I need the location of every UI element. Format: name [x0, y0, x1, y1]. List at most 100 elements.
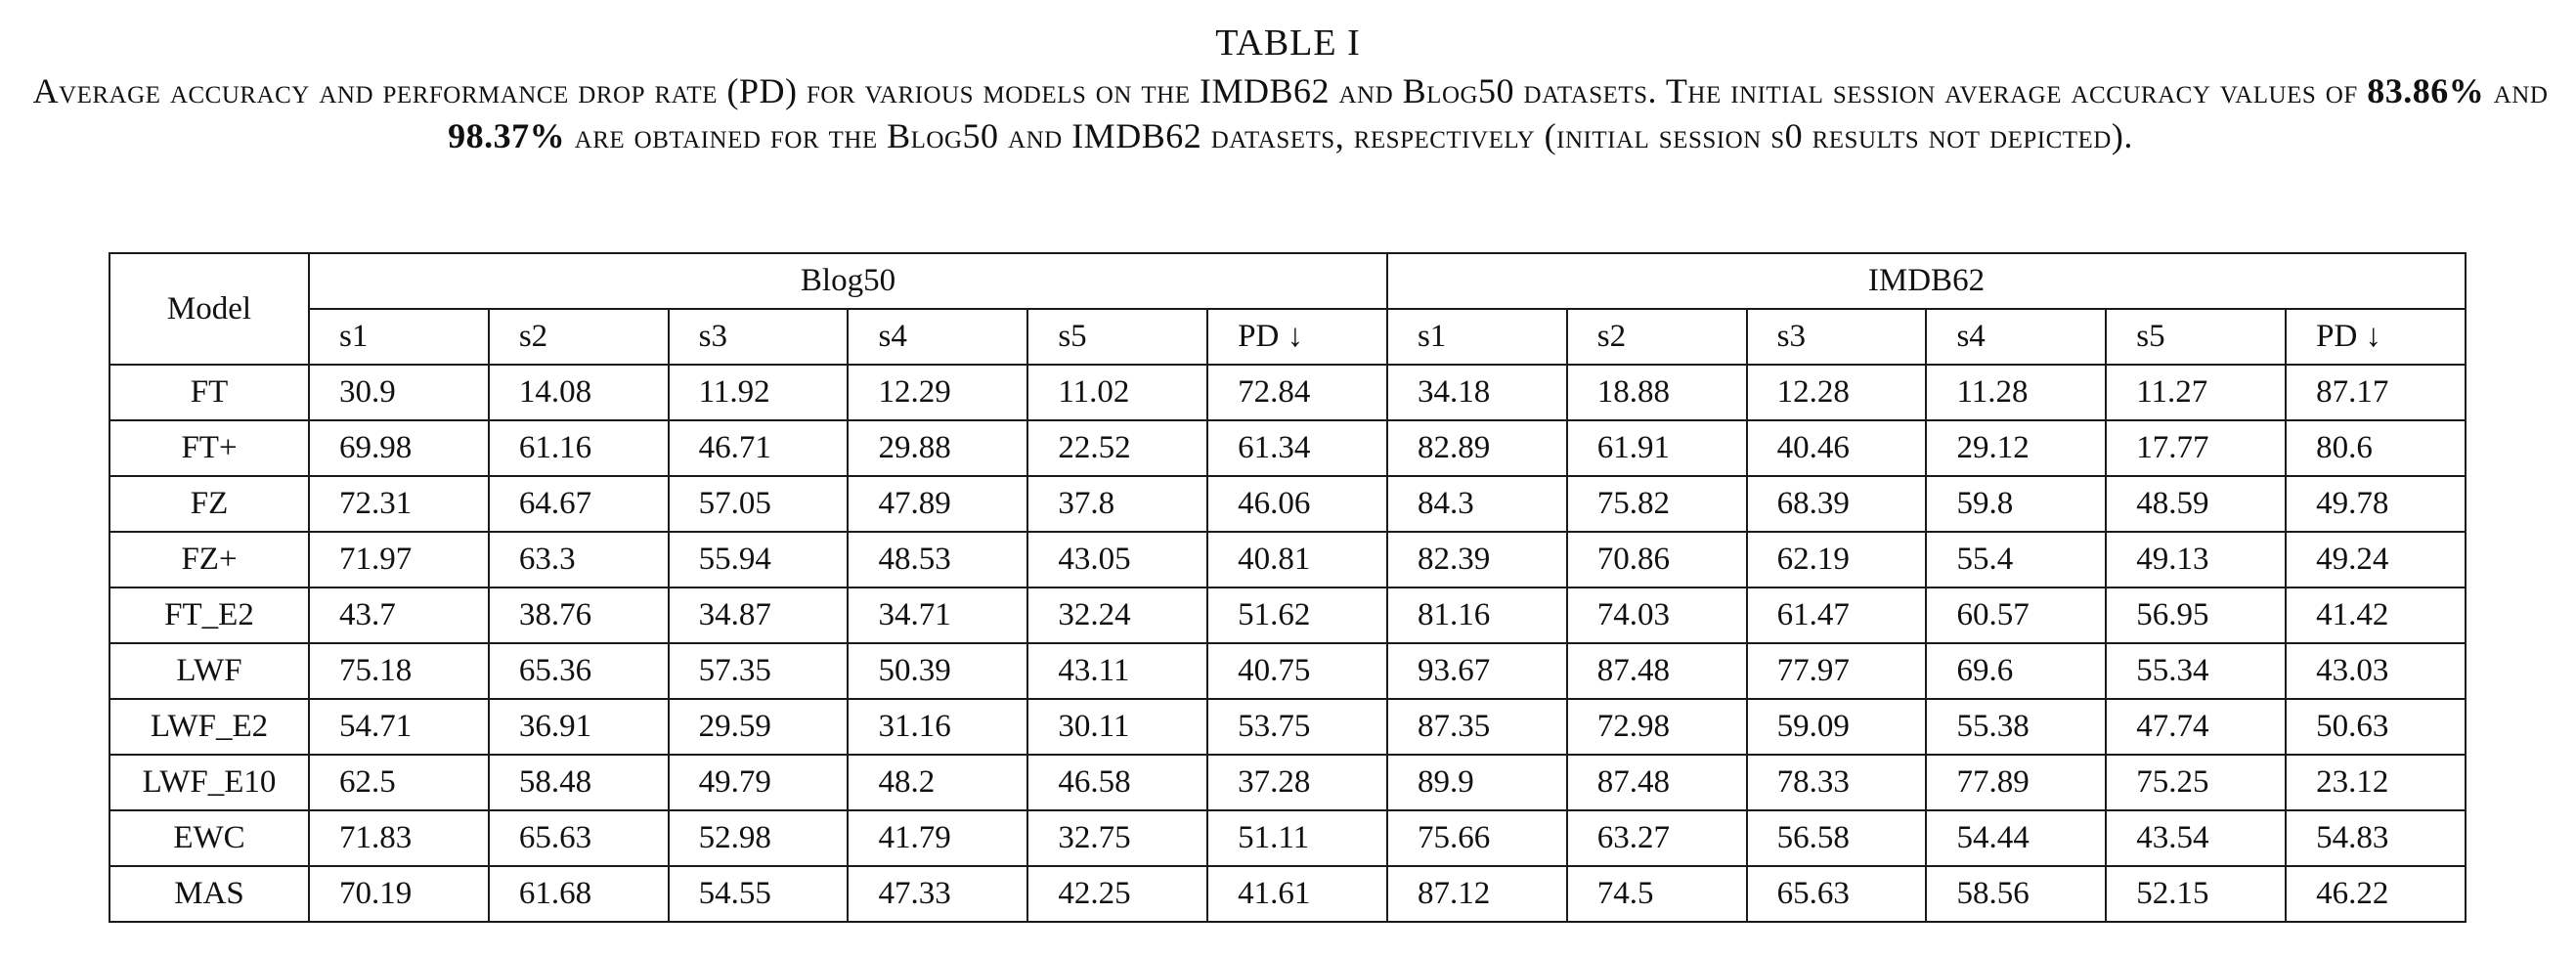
value-cell: 87.48: [1565, 754, 1748, 811]
value-cell: 41.42: [2285, 587, 2467, 644]
value-cell: 30.9: [308, 364, 490, 421]
value-cell: 81.16: [1385, 587, 1568, 644]
value-cell: 71.97: [308, 531, 490, 588]
value-cell: 82.39: [1385, 531, 1568, 588]
value-cell: 11.02: [1026, 364, 1209, 421]
header-row-sessions: s1 s2 s3 s4 s5 PD ↓ s1 s2 s3 s4 s5 PD ↓: [109, 308, 2467, 366]
value-cell: 14.08: [487, 364, 670, 421]
value-cell: 70.19: [308, 865, 490, 923]
value-cell: 34.71: [847, 587, 1029, 644]
model-name-cell: LWF: [109, 642, 310, 700]
value-cell: 18.88: [1565, 364, 1748, 421]
value-cell: 52.15: [2105, 865, 2288, 923]
value-cell: 55.38: [1925, 698, 2108, 756]
model-column-header: Model: [109, 252, 310, 366]
value-cell: 49.78: [2285, 475, 2467, 533]
value-cell: 30.11: [1026, 698, 1209, 756]
value-cell: 22.52: [1026, 419, 1209, 477]
value-cell: 93.67: [1385, 642, 1568, 700]
value-cell: 34.87: [667, 587, 850, 644]
value-cell: 54.83: [2285, 809, 2467, 867]
table-row: MAS 70.19 61.68 54.55 47.33 42.25 41.61 87.12 74…: [109, 865, 2467, 923]
value-cell: 74.03: [1565, 587, 1748, 644]
value-cell: 48.59: [2105, 475, 2288, 533]
session-column-header: s1: [308, 308, 490, 366]
table-row: LWF_E2 54.71 36.91 29.59 31.16 30.11 53.75 87.3…: [109, 698, 2467, 756]
value-cell: 41.79: [847, 809, 1029, 867]
session-column-header: s4: [1925, 308, 2108, 366]
value-cell: 62.19: [1745, 531, 1928, 588]
model-name-cell: MAS: [109, 865, 310, 923]
value-cell: 77.97: [1745, 642, 1928, 700]
table-row: LWF 75.18 65.36 57.35 50.39 43.11 40.75 93.67 87…: [109, 642, 2467, 700]
value-cell: 53.75: [1206, 698, 1388, 756]
session-column-header: s5: [2105, 308, 2288, 366]
value-cell: 37.28: [1206, 754, 1388, 811]
value-cell: 59.8: [1925, 475, 2108, 533]
value-cell: 11.92: [667, 364, 850, 421]
caption-text-2: and: [2484, 71, 2549, 110]
table-row: EWC 71.83 65.63 52.98 41.79 32.75 51.11 75.66 63…: [109, 809, 2467, 867]
caption-text-3: are obtained for the Blog50 and IMDB62 d…: [565, 116, 2133, 155]
value-cell: 65.36: [487, 642, 670, 700]
table-row: LWF_E10 62.5 58.48 49.79 48.2 46.58 37.28 89.9 8…: [109, 754, 2467, 811]
model-name-cell: FZ: [109, 475, 310, 533]
value-cell: 49.13: [2105, 531, 2288, 588]
value-cell: 47.89: [847, 475, 1029, 533]
value-cell: 51.11: [1206, 809, 1388, 867]
model-name-cell: FZ+: [109, 531, 310, 588]
group-header-blog50: Blog50: [308, 252, 1388, 310]
table-row: FZ 72.31 64.67 57.05 47.89 37.8 46.06 84.3 75.82…: [109, 475, 2467, 533]
value-cell: 42.25: [1026, 865, 1209, 923]
results-table: Model Blog50 IMDB62 s1 s2 s3 s4 s5 PD ↓ s1 s2 s3…: [109, 252, 2467, 923]
value-cell: 58.56: [1925, 865, 2108, 923]
value-cell: 40.46: [1745, 419, 1928, 477]
value-cell: 23.12: [2285, 754, 2467, 811]
value-cell: 54.55: [667, 865, 850, 923]
value-cell: 61.91: [1565, 419, 1748, 477]
value-cell: 17.77: [2105, 419, 2288, 477]
value-cell: 49.24: [2285, 531, 2467, 588]
value-cell: 89.9: [1385, 754, 1568, 811]
value-cell: 64.67: [487, 475, 670, 533]
table-row: FT_E2 43.7 38.76 34.87 34.71 32.24 51.62 81.16 7…: [109, 587, 2467, 644]
value-cell: 56.58: [1745, 809, 1928, 867]
value-cell: 61.47: [1745, 587, 1928, 644]
value-cell: 61.34: [1206, 419, 1388, 477]
value-cell: 11.27: [2105, 364, 2288, 421]
model-name-cell: FT: [109, 364, 310, 421]
value-cell: 52.98: [667, 809, 850, 867]
value-cell: 55.34: [2105, 642, 2288, 700]
value-cell: 87.17: [2285, 364, 2467, 421]
session-column-header: s1: [1385, 308, 1568, 366]
session-column-header: s2: [487, 308, 670, 366]
table-row: FZ+ 71.97 63.3 55.94 48.53 43.05 40.81 82.39 70.…: [109, 531, 2467, 588]
session-column-header: s4: [847, 308, 1029, 366]
value-cell: 72.98: [1565, 698, 1748, 756]
value-cell: 49.79: [667, 754, 850, 811]
value-cell: 72.31: [308, 475, 490, 533]
value-cell: 60.57: [1925, 587, 2108, 644]
value-cell: 57.35: [667, 642, 850, 700]
value-cell: 46.71: [667, 419, 850, 477]
value-cell: 50.39: [847, 642, 1029, 700]
value-cell: 75.25: [2105, 754, 2288, 811]
value-cell: 47.74: [2105, 698, 2288, 756]
value-cell: 59.09: [1745, 698, 1928, 756]
value-cell: 31.16: [847, 698, 1029, 756]
value-cell: 58.48: [487, 754, 670, 811]
value-cell: 65.63: [487, 809, 670, 867]
caption-text-1: Average accuracy and performance drop ra…: [32, 71, 2368, 110]
value-cell: 84.3: [1385, 475, 1568, 533]
value-cell: 54.71: [308, 698, 490, 756]
value-cell: 43.11: [1026, 642, 1209, 700]
value-cell: 87.35: [1385, 698, 1568, 756]
caption-value-imdb62: 98.37%: [448, 116, 566, 155]
session-column-header: s3: [1745, 308, 1928, 366]
value-cell: 61.16: [487, 419, 670, 477]
model-name-cell: FT_E2: [109, 587, 310, 644]
session-column-header: PD ↓: [2285, 308, 2467, 366]
value-cell: 72.84: [1206, 364, 1388, 421]
table-body: FT 30.9 14.08 11.92 12.29 11.02 72.84 34.18 18.8…: [109, 364, 2467, 923]
value-cell: 75.18: [308, 642, 490, 700]
